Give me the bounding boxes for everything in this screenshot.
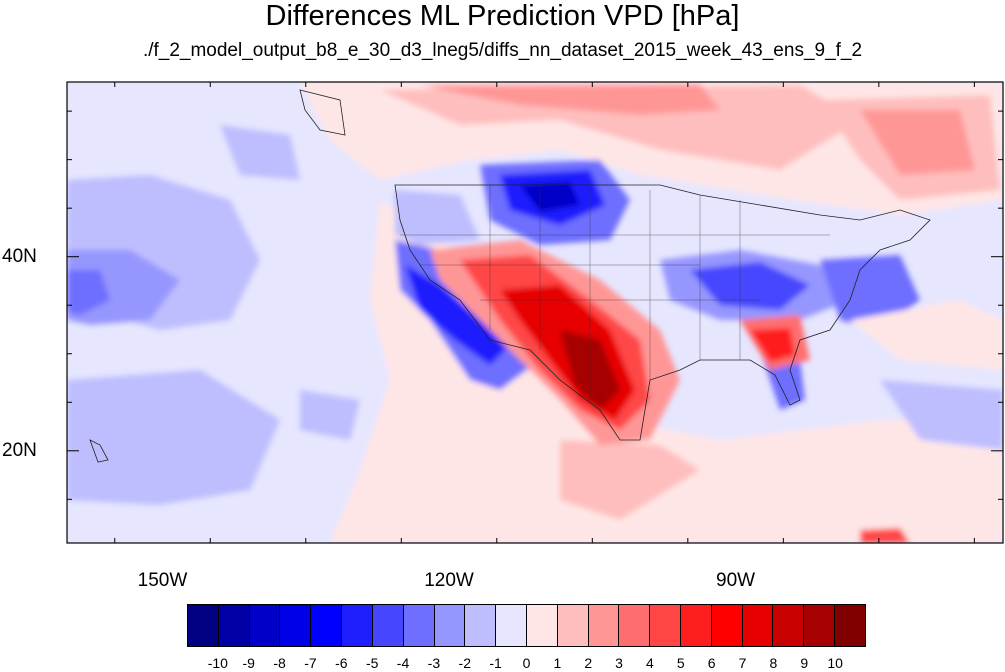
pacific-blue-north [220,125,300,180]
lat-label: 40N [2,245,37,267]
colorbar-label: -6 [335,655,348,671]
lon-label: 90W [716,570,756,591]
state-boundaries [400,185,830,400]
colorbar-label: 9 [800,655,809,671]
map-subtitle: ./f_2_model_output_b8_e_30_d3_lneg5/diff… [142,40,863,61]
colorbar-swatch [342,605,373,646]
west-coast-blue-core [405,265,510,365]
colorbar-label: 4 [646,655,654,671]
colorbar-swatch [650,605,681,646]
colorbar [187,604,866,647]
atlantic-blue [880,380,1003,450]
colorbar-label: -2 [458,655,471,671]
colorbar-swatch [681,605,712,646]
colorbar-swatch [188,605,219,646]
colorbar-swatch [249,605,281,646]
map-title: Differences ML Prediction VPD [hPa] [265,0,740,32]
colorbar-label: -3 [427,655,441,671]
north-red-core [420,84,720,115]
colorbar-label: 10 [827,655,843,671]
pacific-blue-deep [67,270,110,315]
colorbar-label: 8 [769,655,778,671]
colorbar-label: -5 [365,655,379,671]
colorbar-label: -7 [304,655,317,671]
colorbar-swatch [773,605,805,646]
colorbar-label: 0 [522,655,531,671]
lon-label: 120W [424,570,474,591]
pacific-blue-south [67,370,280,505]
northeast-red-core [860,110,975,175]
colorbar-swatch [403,605,435,646]
colorbar-swatch [372,605,404,646]
alaska-coast [299,89,346,136]
east-coast-blue [820,255,920,330]
caribbean-red [860,528,910,543]
north-light-red [380,85,860,170]
colorbar-label: 1 [553,655,562,671]
colorbar-swatch [218,605,250,646]
colorbar-swatch [711,605,743,646]
colorbar-label: -4 [396,655,410,671]
colorbar-label: 2 [584,655,593,671]
northern-plains-blue-deep [520,182,580,212]
map-fields [67,82,1003,543]
colorbar-label: -1 [489,655,502,671]
colorbar-label: 7 [738,655,747,671]
colorbar-swatch [835,605,865,646]
atlantic-pink [850,300,1003,370]
colorbar-swatch [280,605,312,646]
colorbar-label: -9 [242,655,255,671]
colorbar-label: 3 [615,655,623,671]
colorbar-swatch [311,605,343,646]
colorbar-swatch [588,605,620,646]
colorbar-swatch [465,605,497,646]
mexico-light-red [560,440,700,520]
colorbar-label: -8 [273,655,286,671]
colorbar-swatch [557,605,589,646]
colorbar-label: -10 [207,655,228,671]
coastlines [89,89,931,463]
pacific-blue-south-2 [300,390,360,440]
hawaii-outline [89,439,109,463]
colorbar-swatch [804,605,836,646]
colorbar-label: 5 [676,655,685,671]
colorbar-swatch [742,605,774,646]
colorbar-swatch [619,605,651,646]
southeast-red-core [750,328,795,362]
colorbar-swatch [434,605,466,646]
midwest-blue-core [690,262,810,310]
colorbar-swatch [526,605,558,646]
axis-ticks [67,82,1003,543]
lat-label: 20N [2,439,37,461]
map-frame [66,81,1004,544]
colorbar-label: 6 [707,655,716,671]
colorbar-swatch [496,605,527,646]
us-outline [394,184,931,441]
lon-label: 150W [137,570,188,591]
northwest-blue [395,190,480,245]
